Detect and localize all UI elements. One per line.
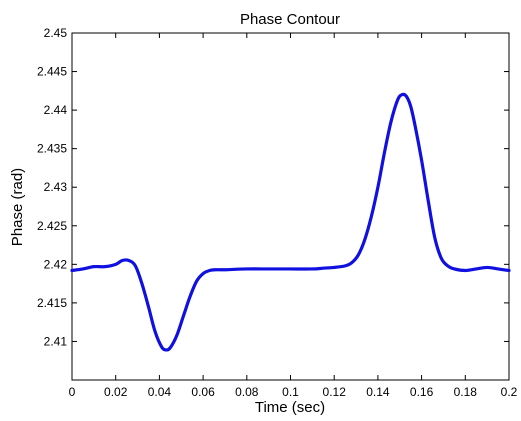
y-axis-label: Phase (rad) bbox=[9, 168, 26, 246]
y-tick-label: 2.415 bbox=[37, 296, 67, 310]
x-tick-label: 0.18 bbox=[454, 385, 478, 399]
x-tick-label: 0.16 bbox=[410, 385, 434, 399]
x-tick-label: 0.06 bbox=[191, 385, 215, 399]
y-tick-label: 2.45 bbox=[44, 26, 68, 40]
tick-marks bbox=[71, 32, 510, 380]
y-tick-label: 2.43 bbox=[44, 180, 68, 194]
x-tick-label: 0 bbox=[69, 385, 76, 399]
x-tick-label: 0.12 bbox=[323, 385, 347, 399]
phase-series-line bbox=[70, 92, 511, 352]
x-tick-label: 0.2 bbox=[501, 385, 518, 399]
x-tick-labels: 0 0.02 0.04 0.06 0.08 0.1 0.12 0.14 0.16 0.18 0.2 bbox=[69, 385, 518, 399]
y-tick-label: 2.435 bbox=[37, 142, 67, 156]
x-tick-label: 0.14 bbox=[366, 385, 390, 399]
x-axis-label: Time (sec) bbox=[255, 399, 325, 416]
x-tick-label: 0.1 bbox=[282, 385, 299, 399]
y-tick-labels: 2.41 2.415 2.42 2.425 2.43 2.435 2.44 2.445 2.45 bbox=[37, 26, 67, 348]
y-tick-label: 2.42 bbox=[44, 257, 68, 271]
plot-area bbox=[71, 32, 510, 381]
x-tick-label: 0.02 bbox=[104, 385, 128, 399]
series-layer bbox=[70, 92, 511, 352]
y-tick-label: 2.41 bbox=[44, 334, 68, 348]
x-tick-label: 0.08 bbox=[235, 385, 259, 399]
y-tick-label: 2.425 bbox=[37, 219, 67, 233]
x-tick-label: 0.04 bbox=[148, 385, 172, 399]
chart-title: Phase Contour bbox=[240, 11, 340, 28]
y-tick-label: 2.44 bbox=[44, 103, 68, 117]
y-tick-label: 2.445 bbox=[37, 65, 67, 79]
